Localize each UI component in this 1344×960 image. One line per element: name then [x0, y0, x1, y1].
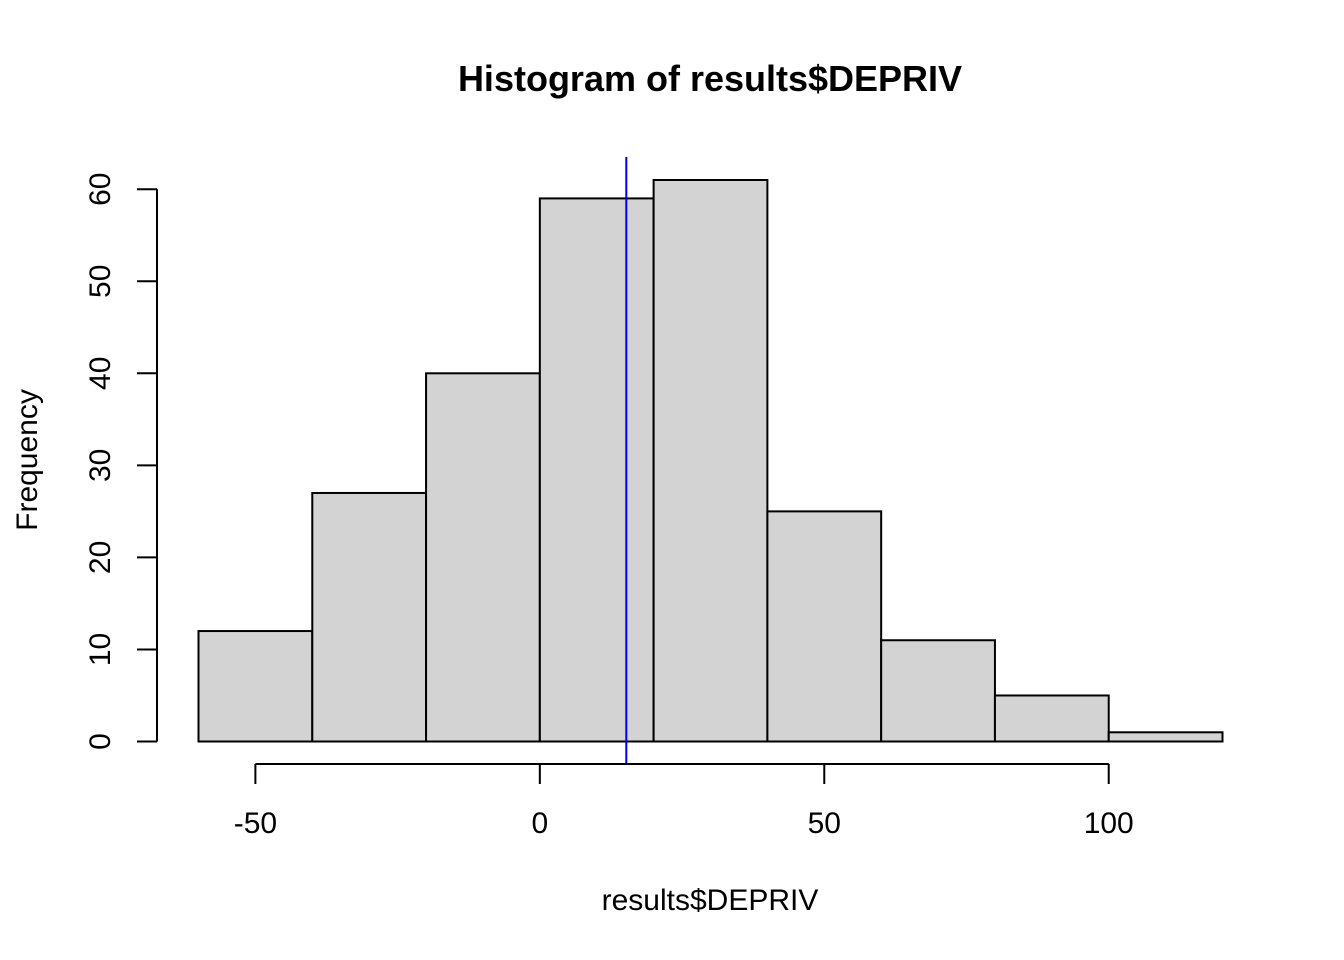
chart-title: Histogram of results$DEPRIV — [458, 58, 962, 99]
histogram-bar-4 — [652, 179, 769, 743]
histogram-bar-0 — [197, 630, 314, 743]
histogram-bar-7 — [993, 694, 1110, 743]
x-tick-label: 50 — [808, 807, 841, 840]
y-tick-label: 10 — [84, 633, 117, 666]
y-tick-label: 50 — [84, 265, 117, 298]
histogram-bar-2 — [425, 372, 541, 743]
y-tick-label: 30 — [84, 449, 117, 482]
histogram-bar-3 — [538, 197, 655, 743]
x-axis: -50 0 50 100 — [234, 763, 1134, 840]
histogram-bar-1 — [311, 491, 428, 743]
histogram-bar-8 — [1107, 731, 1224, 743]
x-axis-label: results$DEPRIV — [602, 884, 819, 917]
y-tick-label: 20 — [84, 541, 117, 574]
x-tick-label: 0 — [531, 807, 548, 840]
histogram-bar-6 — [880, 639, 996, 743]
histogram-bar-5 — [766, 510, 883, 743]
y-tick-label: 0 — [84, 733, 117, 750]
y-tick-label: 40 — [84, 357, 117, 390]
bars-group — [197, 179, 1224, 743]
y-tick-label: 60 — [84, 173, 117, 206]
x-tick-label: -50 — [234, 807, 277, 840]
y-axis-label: Frequency — [11, 389, 44, 531]
y-axis: 0 10 20 30 40 50 60 — [84, 173, 158, 750]
x-tick-label: 100 — [1084, 807, 1134, 840]
